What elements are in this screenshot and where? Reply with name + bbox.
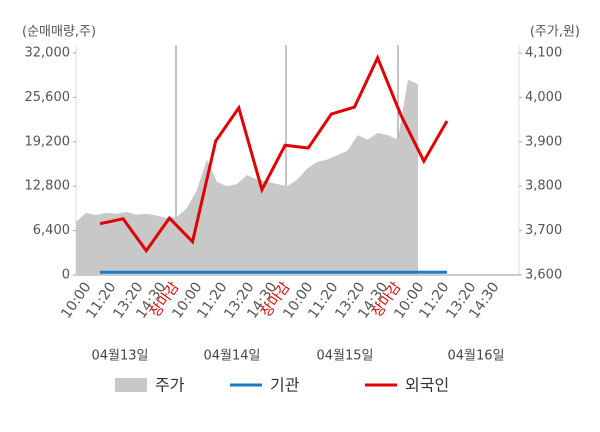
- y-tick-label: 25,600: [25, 90, 71, 105]
- y-tick-label: 19,200: [25, 134, 71, 149]
- y-tick-label: 6,400: [33, 223, 70, 238]
- legend-label: 주가: [155, 376, 185, 395]
- y2-tick-label: 3,900: [525, 134, 562, 149]
- date-label: 04월13일: [91, 349, 148, 364]
- y-tick-label: 0: [62, 268, 70, 283]
- y2-tick-label: 4,000: [525, 90, 562, 105]
- date-label: 04월14일: [203, 349, 260, 364]
- date-label: 04월16일: [447, 349, 504, 364]
- y2-unit-label: (주가,원): [530, 25, 580, 40]
- y-tick-label: 12,800: [25, 179, 71, 194]
- series-line: [99, 54, 449, 254]
- legend-label: 기관: [270, 376, 300, 395]
- legend-label: 외국인: [405, 376, 449, 395]
- y-unit-label: (순매매량,주): [22, 25, 96, 40]
- y-tick-label: 32,000: [25, 46, 71, 61]
- y2-tick-label: 4,100: [525, 46, 562, 61]
- y2-tick-label: 3,800: [525, 179, 562, 194]
- legend-swatch: [115, 378, 147, 392]
- y2-tick-label: 3,700: [525, 223, 562, 238]
- date-label: 04월15일: [316, 349, 373, 364]
- price-area: [76, 79, 418, 275]
- y2-tick-label: 3,600: [525, 268, 562, 283]
